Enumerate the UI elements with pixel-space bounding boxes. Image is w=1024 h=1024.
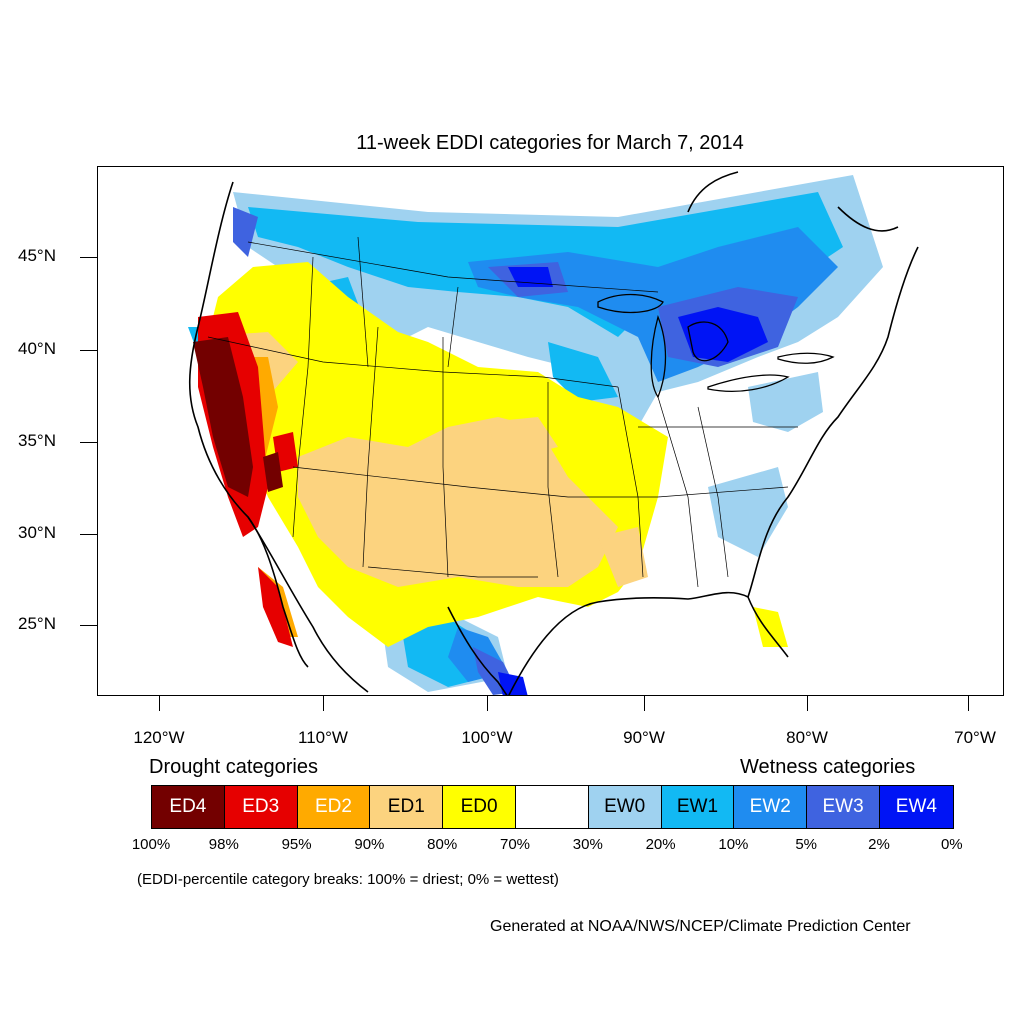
percent-break-label: 5%: [795, 836, 818, 853]
lon-label-120: 120°W: [133, 728, 185, 747]
percent-break-label: 30%: [572, 836, 603, 853]
lon-tick-120: [159, 696, 161, 711]
drought-heading: Drought categories: [149, 756, 318, 778]
percent-break-label: 0%: [940, 836, 963, 853]
lat-tick-30: [80, 534, 97, 536]
lon-label-70: 70°W: [954, 728, 996, 747]
percent-break-label: 2%: [868, 836, 890, 853]
legend-box-ed1: ED1: [370, 786, 444, 828]
lon-label-90: 90°W: [623, 728, 665, 747]
lon-tick-100: [487, 696, 489, 711]
legend-box-ew0: EW0: [588, 786, 662, 828]
lon-label-80: 80°W: [786, 728, 828, 747]
legend-box-ew3: EW3: [807, 786, 880, 828]
lon-label-100: 100°W: [461, 728, 513, 747]
lon-tick-70: [968, 696, 970, 711]
lat-label-30: 30°N: [18, 523, 56, 542]
credit-line: Generated at NOAA/NWS/NCEP/Climate Predi…: [490, 918, 911, 935]
percent-break-label: 95%: [281, 836, 312, 853]
legend-box-ed0: ED0: [443, 786, 516, 828]
percent-break-label: 20%: [645, 836, 676, 853]
percent-break-label: 70%: [499, 836, 531, 853]
lat-label-35: 35°N: [18, 431, 56, 450]
legend-box-ew1: EW1: [661, 786, 735, 828]
eddi-map-canvas: [188, 171, 919, 695]
legend-box-ew4: EW4: [879, 786, 953, 828]
percent-break-label: 80%: [427, 836, 458, 853]
lat-tick-35: [80, 442, 97, 444]
eddi-map: [97, 166, 1004, 696]
percent-break-label: 100%: [131, 836, 171, 853]
lat-tick-45: [80, 257, 97, 259]
lat-label-25: 25°N: [18, 614, 56, 633]
map-title: 11-week EDDI categories for March 7, 201…: [356, 132, 744, 154]
lat-tick-25: [80, 625, 97, 627]
lon-tick-80: [807, 696, 809, 711]
legend-box-ed4: ED4: [152, 786, 225, 828]
legend-note: (EDDI-percentile category breaks: 100% =…: [137, 871, 559, 888]
percent-break-label: 10%: [718, 836, 749, 853]
legend-box-ed3: ED3: [224, 786, 298, 828]
lon-label-110: 110°W: [298, 728, 348, 747]
lat-label-45: 45°N: [18, 246, 56, 265]
lat-label-40: 40°N: [18, 339, 56, 358]
percent-break-label: 90%: [354, 836, 385, 853]
legend-box-ew2: EW2: [734, 786, 808, 828]
category-legend: ED4 ED3 ED2 ED1 ED0 EW0 EW1 EW2 EW3 EW4: [151, 785, 954, 829]
percent-break-label: 98%: [208, 836, 239, 853]
legend-box-near-normal: [515, 786, 589, 828]
lon-tick-90: [644, 696, 646, 711]
legend-box-ed2: ED2: [297, 786, 371, 828]
lon-tick-110: [323, 696, 325, 711]
lat-tick-40: [80, 350, 97, 352]
wetness-heading: Wetness categories: [740, 756, 916, 778]
